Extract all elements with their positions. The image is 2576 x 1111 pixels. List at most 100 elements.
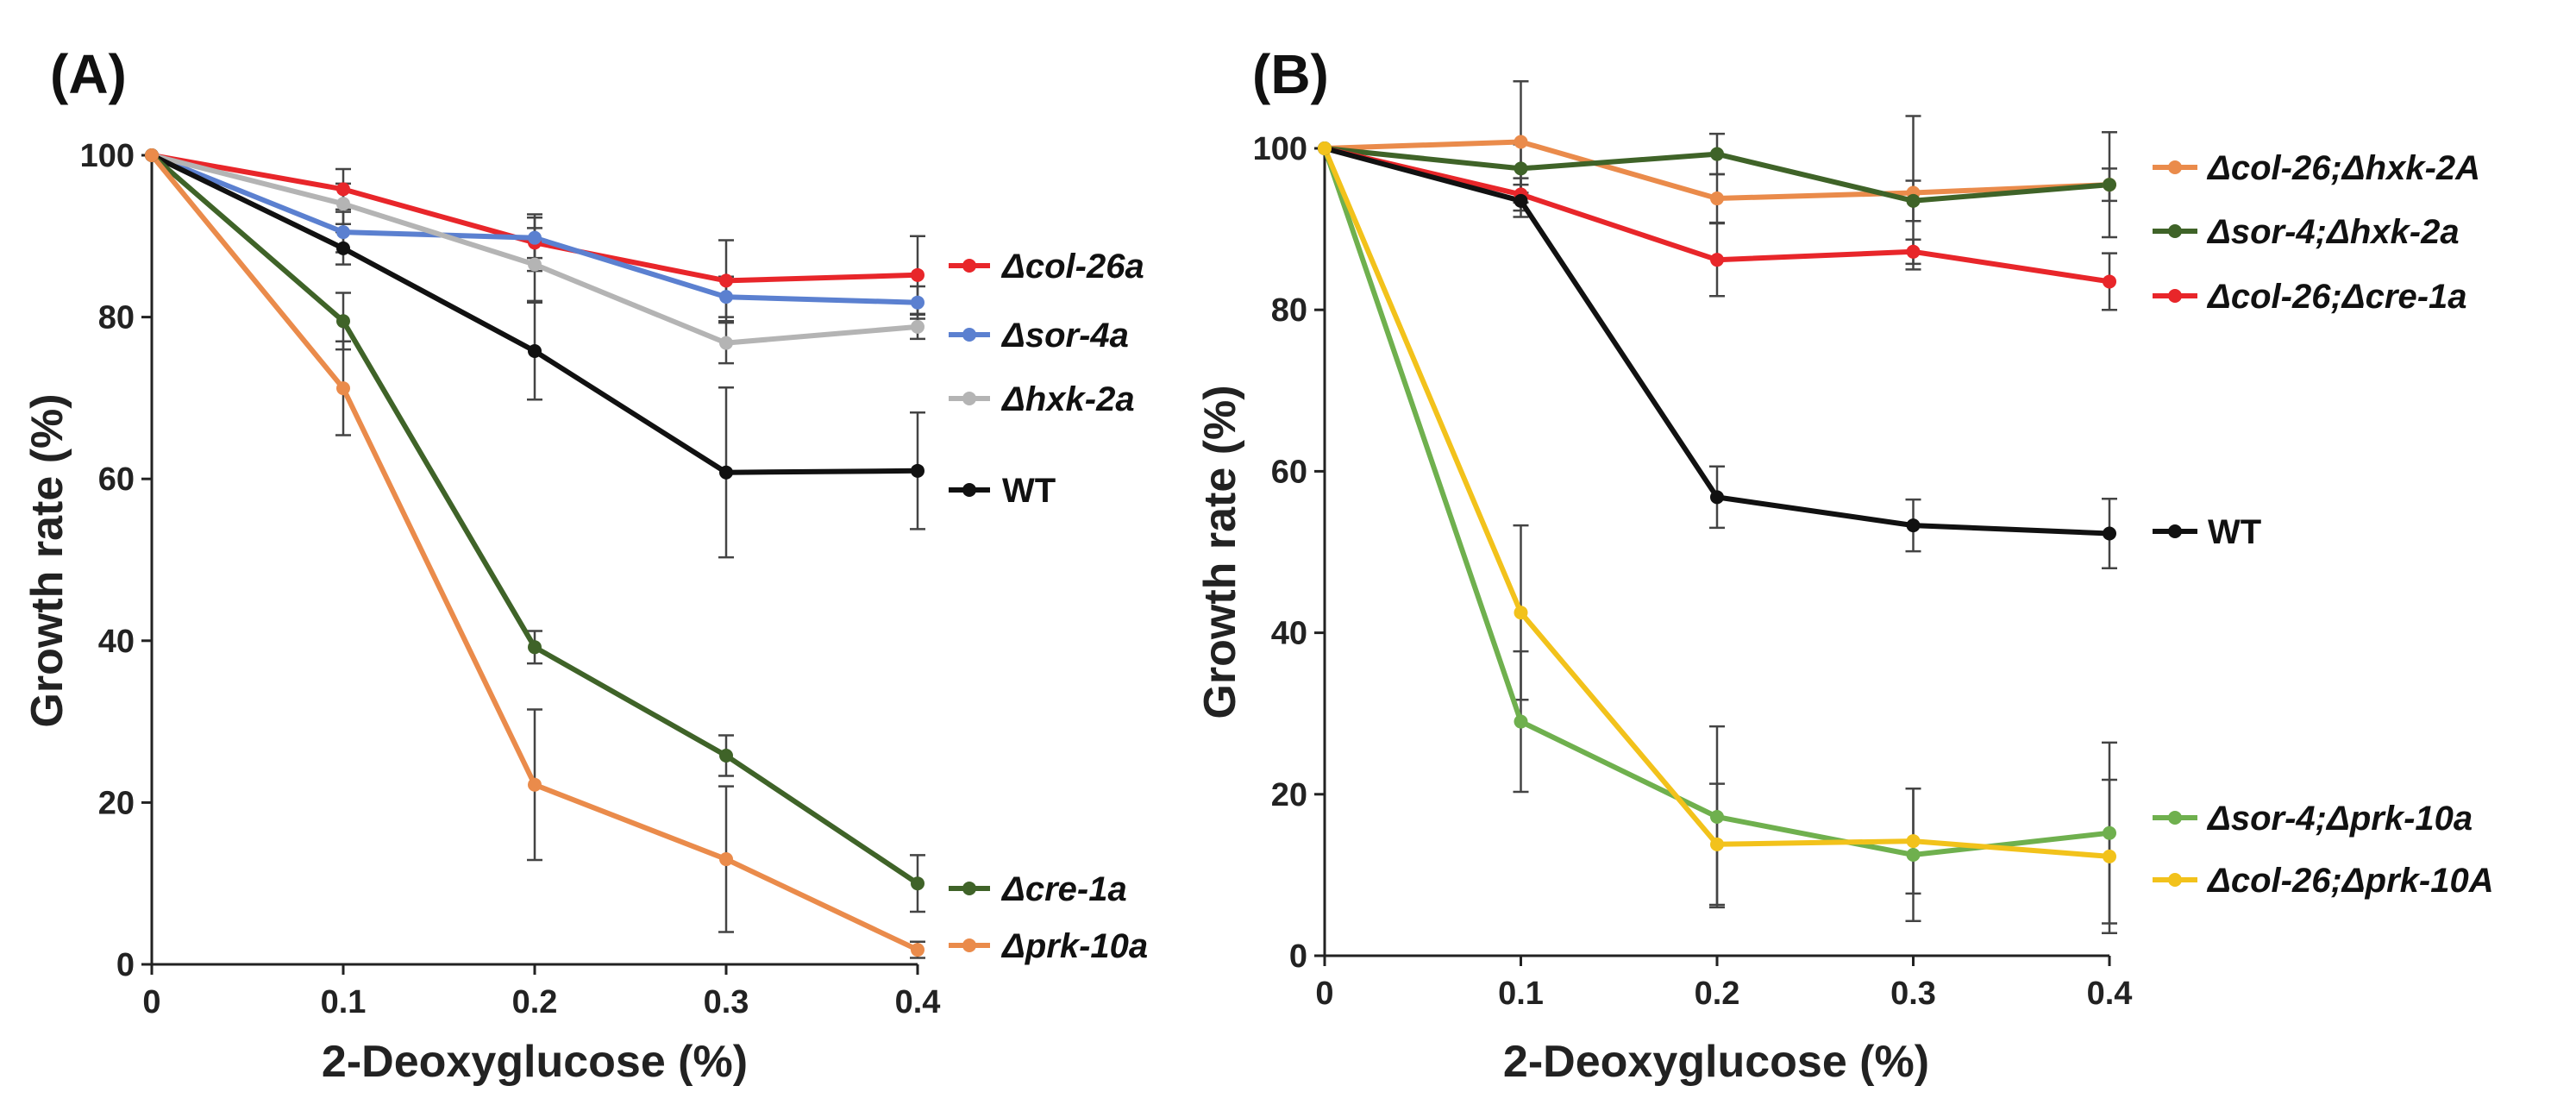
panel-b-x-tick-label: 0.4 <box>2087 976 2133 1012</box>
panel-b-data-point-sor-4-hxk-2a <box>1906 193 1921 208</box>
panel-b-data-point-sor-4-prk-10a <box>2103 825 2116 840</box>
panel-a-x-axis-title: 2-Deoxyglucose (%) <box>322 1037 748 1087</box>
panel-b-data-points <box>1318 135 2116 863</box>
panel-a-data-point-hxk-2a <box>719 336 733 350</box>
panel-a-data-point-wt <box>336 241 350 255</box>
panel-a-x-tick-label: 0 <box>142 984 160 1020</box>
panel-b-legend-label-wt: WT <box>2208 513 2261 551</box>
panel-a-x-tick-label: 0.3 <box>704 984 749 1020</box>
panel-a-data-point-prk-10a <box>911 943 924 957</box>
panel-b: (B) 2-Deoxyglucose (%) Growth rate (%) 0… <box>1195 43 2494 1087</box>
panel-b-x-tick-label: 0 <box>1315 976 1333 1012</box>
panel-b-y-tick-label: 80 <box>1271 292 1307 329</box>
panel-a-data-point-prk-10a <box>336 381 350 396</box>
panel-b-x-tick-label: 0.3 <box>1890 976 1936 1012</box>
panel-b-data-point-col-26-prk-10a <box>1318 141 1332 155</box>
panel-a-y-tick-label: 20 <box>98 785 135 821</box>
panel-a-data-point-prk-10a <box>719 852 733 867</box>
panel-a-legend-label-cre-1a: Δcre-1a <box>1000 870 1127 908</box>
panel-a-x-tick-label: 0.1 <box>321 984 367 1020</box>
panel-b-data-point-sor-4-hxk-2a <box>1710 147 1724 161</box>
panel-a-legend-marker-cre-1a <box>962 882 976 895</box>
panel-b-label: (B) <box>1252 43 1329 105</box>
panel-a-legend-marker-hxk-2a <box>962 392 976 405</box>
panel-a-legend-label-prk-10a: Δprk-10a <box>1000 927 1148 965</box>
panel-a-legend-marker-wt <box>962 483 976 497</box>
panel-a-data-point-cre-1a <box>911 876 924 891</box>
panel-b-data-point-wt <box>1514 193 1528 208</box>
panel-a-data-point-sor-4a <box>336 225 350 240</box>
panel-b-legend-marker-sor-4-prk-10a <box>2168 811 2182 825</box>
panel-a-data-point-hxk-2a <box>911 319 924 334</box>
panel-a-label: (A) <box>50 43 127 105</box>
panel-b-y-tick-label: 40 <box>1271 616 1307 652</box>
panel-a-data-point-cre-1a <box>336 314 350 329</box>
panel-a-legend-label-hxk-2a: Δhxk-2a <box>1000 380 1135 418</box>
panel-a-data-point-wt <box>528 343 542 358</box>
panel-b-y-tick-label: 20 <box>1271 777 1307 813</box>
panel-a-legend-label-wt: WT <box>1002 472 1056 510</box>
panel-a-data-point-cre-1a <box>528 640 542 655</box>
panel-b-data-point-wt <box>1710 490 1724 505</box>
panel-a-x-tick-label: 0.4 <box>895 984 941 1020</box>
panel-a-legend-marker-sor-4a <box>962 328 976 342</box>
panel-b-data-point-col-26-prk-10a <box>1710 837 1724 851</box>
panel-a-data-point-sor-4a <box>911 295 924 310</box>
panel-b-data-point-sor-4-prk-10a <box>1906 848 1921 862</box>
panel-a-data-point-sor-4a <box>719 290 733 304</box>
panel-b-legend-label-sor-4-hxk-2a: Δsor-4;Δhxk-2a <box>2206 213 2460 251</box>
panel-b-data-point-sor-4-hxk-2a <box>1514 161 1528 176</box>
panel-b-x-tick-label: 0.2 <box>1695 976 1740 1012</box>
panel-a-data-point-wt <box>911 463 924 478</box>
panel-b-legend-label-col-26-hxk-2a: Δcol-26;Δhxk-2A <box>2206 149 2480 187</box>
panel-a-legend-label-col-26a: Δcol-26a <box>1000 248 1144 286</box>
panel-b-ticks: 0 20 40 60 80 100 0 0.1 0.2 0.3 0.4 <box>1253 131 2133 1012</box>
panel-b-legend-label-col-26-prk-10a: Δcol-26;Δprk-10A <box>2206 862 2494 900</box>
panel-a-legend-marker-col-26a <box>962 259 976 273</box>
panel-a-data-point-col-26a <box>911 267 924 282</box>
panel-b-legend: Δcol-26;Δhxk-2A Δsor-4;Δhxk-2a Δcol-26;Δcr… <box>2153 149 2494 900</box>
panel-b-y-tick-label: 100 <box>1253 131 1307 167</box>
panel-a-data-point-prk-10a <box>528 777 542 792</box>
panel-b-y-axis-title: Growth rate (%) <box>1195 385 1245 719</box>
panel-a-legend-label-sor-4a: Δsor-4a <box>1000 317 1129 355</box>
panel-b-y-tick-label: 60 <box>1271 454 1307 490</box>
panel-b-y-tick-label: 0 <box>1289 938 1307 975</box>
panel-a-error-bars <box>335 167 925 959</box>
panel-a: (A) 2-Deoxyglucose (%) Growth rate (%) 0… <box>22 43 1148 1087</box>
panel-a-data-point-col-26a <box>336 182 350 197</box>
panel-a-y-tick-label: 60 <box>98 461 135 498</box>
panel-a-y-tick-label: 80 <box>98 300 135 336</box>
panel-a-data-point-col-26a <box>719 273 733 288</box>
panel-a-data-point-hxk-2a <box>528 257 542 272</box>
panel-b-legend-label-sor-4-prk-10a: Δsor-4;Δprk-10a <box>2206 800 2473 838</box>
panel-a-data-point-cre-1a <box>719 748 733 763</box>
panel-a-y-axis-title: Growth rate (%) <box>22 393 72 727</box>
panel-b-data-point-wt <box>2103 526 2116 541</box>
panel-b-data-point-col-26-prk-10a <box>1514 606 1528 620</box>
panel-a-y-tick-label: 100 <box>80 138 135 174</box>
panel-a-ticks: 0 20 40 60 80 100 0 0.1 0.2 0.3 0.4 <box>80 138 941 1020</box>
panel-b-data-point-col-26-cre-1a <box>2103 274 2116 289</box>
panel-b-legend-marker-sor-4-hxk-2a <box>2168 224 2182 238</box>
panel-a-data-points <box>145 148 924 957</box>
panel-b-x-axis-title: 2-Deoxyglucose (%) <box>1503 1037 1929 1087</box>
panel-b-data-point-wt <box>1906 518 1921 533</box>
panel-b-data-point-sor-4-hxk-2a <box>2103 178 2116 192</box>
panel-b-legend-marker-col-26-prk-10a <box>2168 873 2182 887</box>
panel-b-legend-marker-col-26-hxk-2a <box>2168 160 2182 174</box>
panel-b-data-point-sor-4-prk-10a <box>1710 810 1724 825</box>
panel-a-data-point-hxk-2a <box>336 197 350 211</box>
panel-b-legend-marker-wt <box>2168 524 2182 538</box>
panel-a-y-tick-label: 0 <box>116 947 135 983</box>
panel-a-legend-marker-prk-10a <box>962 938 976 952</box>
panel-b-data-point-col-26-cre-1a <box>1710 253 1724 267</box>
panel-a-data-point-prk-10a <box>145 148 159 162</box>
panel-a-legend: Δcol-26a Δsor-4a Δhxk-2a WT Δcre-1a Δprk-10a <box>949 248 1148 965</box>
panel-b-error-bars <box>1513 80 2117 935</box>
panel-b-legend-marker-col-26-cre-1a <box>2168 289 2182 303</box>
panel-a-x-tick-label: 0.2 <box>512 984 558 1020</box>
panel-b-data-point-col-26-hxk-2a <box>1710 191 1724 206</box>
panel-b-data-point-sor-4-prk-10a <box>1514 714 1528 729</box>
